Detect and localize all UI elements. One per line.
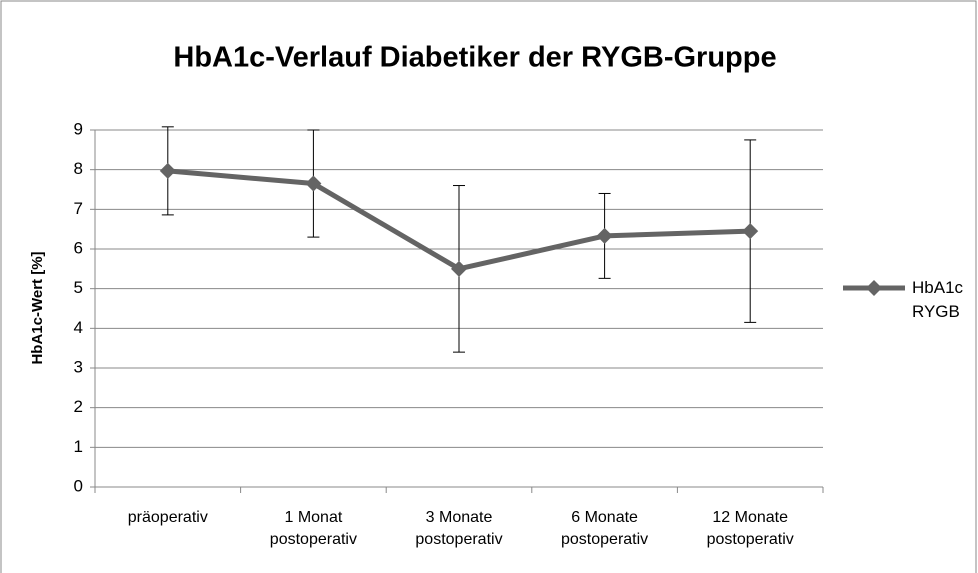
y-tick-label: 9 bbox=[74, 119, 83, 138]
y-tick-label: 4 bbox=[74, 318, 83, 337]
chart-title: HbA1c-Verlauf Diabetiker der RYGB-Gruppe bbox=[173, 42, 776, 74]
legend-label: HbA1c RYGB bbox=[912, 278, 964, 321]
x-tick-label: präoperativ bbox=[127, 509, 208, 526]
y-axis-label: HbA1c-Wert [%] bbox=[29, 251, 46, 364]
y-tick-label: 8 bbox=[74, 159, 83, 178]
x-tick-label: 12 Monate postoperativ bbox=[706, 509, 794, 548]
y-tick-label: 7 bbox=[74, 199, 83, 218]
x-tick-label: 3 Monate postoperativ bbox=[415, 509, 503, 548]
x-tick-label: 6 Monate postoperativ bbox=[561, 509, 649, 548]
marker bbox=[159, 162, 176, 179]
legend-marker bbox=[866, 280, 882, 296]
y-tick-label: 0 bbox=[74, 476, 83, 495]
y-tick-label: 1 bbox=[74, 437, 83, 456]
y-tick-label: 5 bbox=[74, 278, 83, 297]
marker bbox=[742, 223, 759, 240]
marker bbox=[596, 227, 613, 244]
y-tick-label: 2 bbox=[74, 397, 83, 416]
marker bbox=[305, 175, 322, 192]
y-tick-label: 3 bbox=[74, 357, 83, 376]
y-tick-label: 6 bbox=[74, 238, 83, 257]
x-tick-label: 1 Monat postoperativ bbox=[269, 509, 357, 548]
marker bbox=[451, 260, 467, 277]
